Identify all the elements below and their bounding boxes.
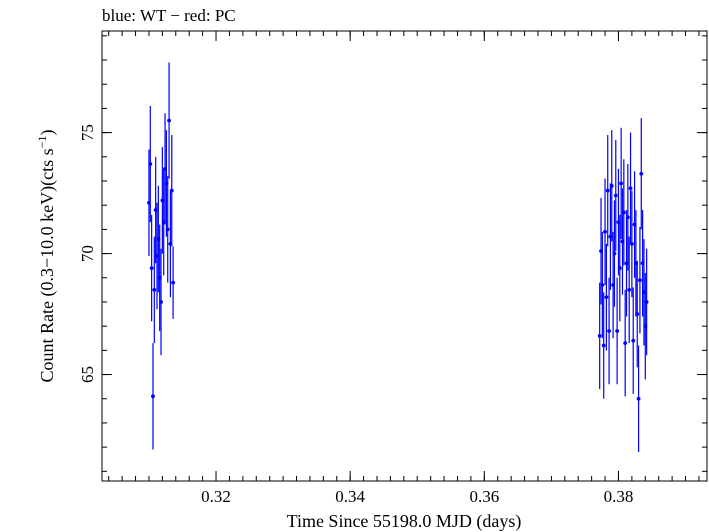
data-point: [612, 251, 617, 256]
data-points: [147, 62, 649, 452]
data-point: [628, 186, 633, 191]
data-point: [631, 338, 636, 343]
plot-frame: [101, 30, 708, 482]
data-point: [615, 329, 620, 333]
data-point: [152, 287, 157, 292]
data-point: [623, 341, 628, 345]
y-tick-label: 65: [78, 366, 97, 383]
data-point: [600, 283, 605, 287]
data-point: [604, 295, 609, 300]
data-point: [629, 242, 634, 246]
y-tick-labels: 65 70 75: [78, 124, 97, 383]
x-tick-label: 0.32: [201, 487, 231, 506]
data-point: [607, 329, 611, 333]
data-point: [167, 118, 171, 123]
data-point: [638, 278, 642, 283]
data-point: [625, 215, 630, 220]
data-point: [627, 287, 632, 292]
x-axis-title: Time Since 55198.0 MJD (days): [287, 511, 522, 532]
y-tick-label: 75: [78, 124, 97, 141]
y-axis-title-main: Count Rate (0.3−10.0 keV)(cts s: [37, 148, 58, 382]
data-point: [169, 188, 174, 193]
x-tick-labels: 0.32 0.34 0.36 0.38: [201, 487, 633, 506]
x-tick-label: 0.36: [469, 487, 499, 506]
y-axis-title-superscript: −1: [35, 136, 49, 149]
x-tick-label: 0.34: [335, 487, 365, 506]
data-point: [619, 181, 624, 186]
data-point: [617, 266, 622, 270]
y-axis-title: Count Rate (0.3−10.0 keV)(cts s−1): [35, 130, 58, 383]
data-point: [597, 333, 602, 338]
data-point: [148, 162, 153, 166]
y-axis-title-close: ): [37, 130, 58, 136]
data-point: [635, 312, 640, 316]
data-point: [639, 171, 644, 176]
legend-text: blue: WT − red: PC: [102, 6, 236, 25]
data-point: [609, 183, 614, 188]
data-point: [603, 229, 607, 234]
data-point: [605, 188, 610, 193]
y-tick-label: 70: [78, 245, 97, 262]
x-tick-label: 0.38: [604, 487, 634, 506]
data-point: [613, 193, 618, 198]
data-point: [644, 300, 649, 304]
axis-ticks: [102, 31, 707, 481]
data-point: [165, 227, 170, 232]
data-point: [636, 396, 641, 401]
data-point: [621, 210, 626, 215]
data-point: [149, 266, 154, 270]
data-point: [171, 280, 175, 285]
data-point: [159, 300, 163, 304]
data-point: [601, 343, 606, 348]
data-point: [151, 394, 155, 399]
